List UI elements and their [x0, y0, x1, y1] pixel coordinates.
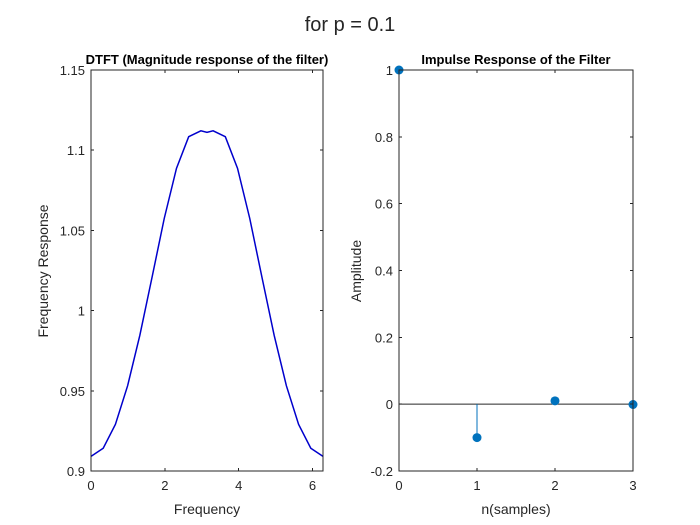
impulse-ticks: 0 1 2 3-0.200.20.40.60.81 [371, 63, 637, 493]
impulse-chart-title: Impulse Response of the Filter [421, 52, 610, 67]
dtft-y-tick-label: 0.9 [67, 464, 85, 479]
impulse-stems [394, 65, 638, 443]
impulse-y-tick-label: -0.2 [371, 464, 393, 479]
impulse-y-tick-label: 0.6 [375, 197, 393, 212]
dtft-axes-box [90, 69, 324, 472]
impulse-y-tick-label: 0.8 [375, 130, 393, 145]
impulse-x-tick-label: 3 [629, 478, 636, 493]
dtft-y-tick-label: 1.1 [67, 143, 85, 158]
dtft-magnitude-chart: DTFT (Magnitude response of the filter) … [35, 52, 328, 517]
impulse-x-axis-label: n(samples) [481, 501, 550, 517]
dtft-x-tick-label: 6 [309, 478, 316, 493]
impulse-y-tick-label: 1 [386, 63, 393, 78]
impulse-y-tick-label: 0.4 [375, 264, 393, 279]
dtft-ticks: 0 2 4 6 0.9 0.95 1 1.05 1.1 1.15 [60, 63, 323, 493]
dtft-y-tick-label: 1.15 [60, 63, 85, 78]
impulse-x-tick-label: 0 [395, 478, 402, 493]
impulse-axes-box [398, 69, 634, 472]
dtft-y-tick-label: 1.05 [60, 223, 85, 238]
dtft-x-tick-label: 4 [235, 478, 242, 493]
impulse-y-tick-label: 0 [386, 397, 393, 412]
dtft-chart-title: DTFT (Magnitude response of the filter) [86, 52, 329, 67]
impulse-y-tick-label: 0.2 [375, 330, 393, 345]
figure-suptitle: for p = 0.1 [305, 14, 396, 36]
dtft-y-tick-label: 0.95 [60, 384, 85, 399]
impulse-stem-marker [550, 396, 560, 406]
dtft-x-axis-label: Frequency [174, 501, 240, 517]
dtft-x-tick-label: 0 [87, 478, 94, 493]
dtft-y-axis-label: Frequency Response [35, 204, 51, 337]
dtft-y-tick-label: 1 [78, 304, 85, 319]
impulse-x-tick-label: 1 [473, 478, 480, 493]
dtft-x-tick-label: 2 [161, 478, 168, 493]
impulse-x-tick-label: 2 [551, 478, 558, 493]
impulse-response-chart: Impulse Response of the Filter 0 1 2 3-0.20… [348, 52, 638, 517]
dtft-magnitude-line [90, 129, 324, 458]
impulse-y-axis-label: Amplitude [348, 240, 364, 302]
impulse-stem-marker [472, 433, 482, 443]
